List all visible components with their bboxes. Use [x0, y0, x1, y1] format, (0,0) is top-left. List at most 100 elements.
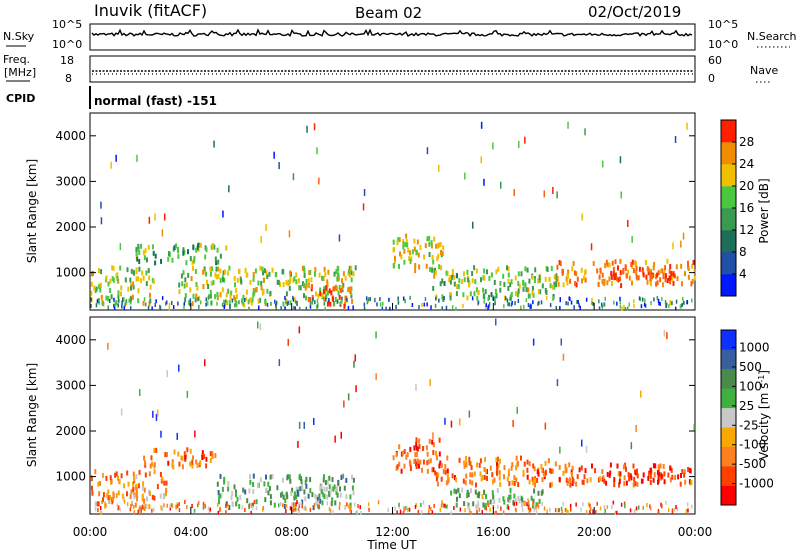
data-cell [597, 281, 600, 287]
data-cell [205, 302, 207, 307]
data-cell [236, 496, 239, 502]
noise-search-label: N.Search [747, 30, 797, 43]
data-cell [274, 272, 277, 277]
data-cell [133, 504, 135, 509]
data-cell [168, 251, 170, 257]
data-cell [135, 276, 138, 282]
data-cell [202, 269, 205, 275]
data-cell [346, 298, 348, 302]
data-cell [301, 265, 304, 271]
data-cell [509, 494, 512, 500]
data-cell [468, 508, 471, 513]
data-cell [675, 505, 677, 510]
data-cell [469, 461, 472, 467]
data-cell [343, 485, 346, 491]
colorbar-segment [721, 164, 736, 187]
data-cell [492, 296, 495, 301]
data-cell [253, 290, 256, 296]
data-cell [154, 213, 156, 221]
data-cell [480, 476, 483, 482]
data-cell [98, 491, 101, 497]
data-cell [659, 302, 661, 306]
data-cell [531, 286, 534, 291]
data-cell [123, 483, 126, 489]
data-cell [182, 247, 185, 253]
data-cell [618, 482, 621, 488]
data-cell [151, 277, 154, 283]
data-cell [189, 298, 192, 303]
data-cell [90, 304, 92, 308]
data-cell [269, 474, 272, 480]
data-cell [119, 265, 122, 271]
data-cell [149, 463, 152, 469]
data-cell [196, 285, 199, 291]
data-cell [133, 494, 136, 500]
data-cell [570, 300, 573, 305]
data-cell [491, 472, 494, 478]
data-cell [466, 501, 469, 506]
data-cell [433, 273, 436, 279]
data-cell [532, 463, 535, 469]
data-cell [471, 296, 474, 301]
data-cell [605, 480, 608, 486]
data-cell [135, 247, 138, 253]
data-cell [564, 463, 567, 469]
data-cell [114, 472, 117, 478]
data-cell [326, 501, 329, 506]
data-cell [517, 482, 520, 488]
data-cell [147, 305, 150, 310]
data-cell [632, 268, 635, 274]
data-cell [271, 267, 274, 273]
data-cell [161, 507, 164, 512]
data-cell [293, 491, 296, 497]
data-cell [248, 488, 251, 494]
data-cell [494, 301, 496, 306]
data-cell [649, 271, 652, 277]
data-cell [601, 272, 604, 278]
data-cell [496, 461, 498, 467]
data-cell [113, 303, 115, 308]
data-cell [435, 472, 438, 478]
data-cell [136, 496, 139, 502]
data-cell [294, 296, 296, 301]
data-cell [469, 472, 472, 478]
data-cell [379, 297, 381, 302]
data-cell [206, 300, 209, 306]
data-cell [109, 475, 112, 481]
data-cell [596, 268, 599, 274]
data-cell [396, 464, 399, 470]
data-cell [333, 271, 336, 277]
data-cell [674, 136, 677, 143]
time-axis-label: Time UT [366, 538, 417, 552]
data-cell [680, 240, 682, 248]
data-cell [350, 509, 352, 514]
data-cell [266, 274, 269, 279]
data-cell [428, 252, 431, 257]
data-cell [299, 285, 302, 291]
data-cell [428, 241, 431, 247]
data-cell [582, 480, 585, 485]
data-cell [342, 271, 345, 277]
data-cell [231, 501, 234, 507]
data-cell [131, 294, 134, 300]
data-cell [573, 305, 575, 310]
data-cell [148, 301, 151, 307]
data-cell [553, 281, 556, 287]
data-cell [142, 300, 145, 306]
data-cell [511, 462, 514, 468]
data-cell [249, 297, 252, 303]
data-cell [646, 503, 648, 507]
data-cell [215, 266, 218, 272]
data-cell [572, 478, 575, 484]
data-cell [395, 305, 397, 309]
data-cell [159, 472, 162, 477]
data-cell [469, 291, 472, 297]
data-cell [463, 501, 466, 507]
data-cell [148, 471, 151, 477]
data-cell [440, 476, 443, 482]
data-cell [216, 295, 219, 301]
data-cell [143, 455, 146, 461]
data-cell [339, 486, 341, 492]
data-cell [112, 277, 115, 283]
data-cell [402, 296, 405, 301]
